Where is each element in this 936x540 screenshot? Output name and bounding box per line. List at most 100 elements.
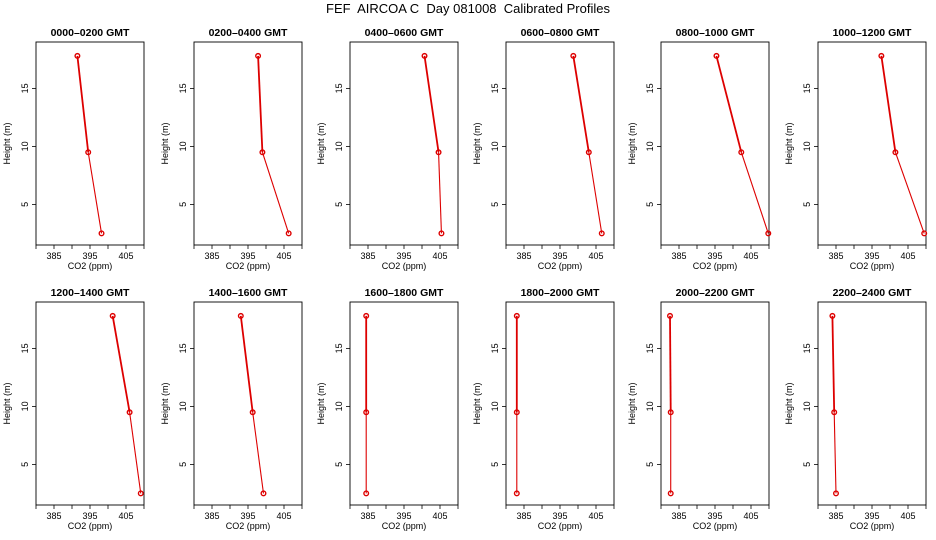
y-axis-label: Height (m) — [472, 122, 482, 164]
x-tick-label: 395 — [552, 511, 567, 521]
y-tick-label: 10 — [802, 401, 812, 411]
data-point — [126, 409, 133, 416]
data-point — [667, 490, 674, 497]
x-axis-label: CO2 (ppm) — [382, 521, 427, 531]
y-tick-label: 10 — [490, 141, 500, 151]
x-tick-label: 395 — [82, 511, 97, 521]
series-segment — [572, 55, 590, 153]
y-tick-label: 15 — [490, 343, 500, 353]
y-tick-label: 10 — [334, 401, 344, 411]
y-axis-label: Height (m) — [627, 122, 637, 164]
data-point — [833, 490, 840, 497]
y-tick-label: 10 — [645, 141, 655, 151]
series-segment — [669, 315, 672, 413]
y-tick-label: 15 — [334, 83, 344, 93]
panel-title: 0200–0400 GMT — [209, 27, 288, 39]
panel-3: 0400–0600 GMT 385 395 405 5 10 15 CO2 (ppm) Heig… — [316, 27, 459, 271]
panel-7: 1200–1400 GMT 385 395 405 5 10 15 CO2 (ppm) Heig… — [2, 287, 145, 531]
plot-frame — [505, 301, 615, 506]
panel-8: 1400–1600 GMT 385 395 405 5 10 15 CO2 (ppm) Heig… — [160, 287, 303, 531]
panel-title: 1600–1800 GMT — [365, 287, 444, 299]
series-segment — [261, 152, 290, 234]
data-point — [831, 409, 838, 416]
x-axis-label: CO2 (ppm) — [538, 521, 583, 531]
x-tick-label: 395 — [240, 251, 255, 261]
x-tick-label: 385 — [204, 251, 219, 261]
series-segment — [715, 55, 743, 153]
series-segment — [423, 55, 440, 153]
x-tick-label: 385 — [360, 251, 375, 261]
data-point — [667, 312, 674, 319]
x-tick-label: 405 — [432, 511, 447, 521]
data-point — [421, 52, 428, 59]
x-tick-label: 385 — [671, 511, 686, 521]
x-tick-label: 405 — [900, 511, 915, 521]
y-tick-label: 15 — [20, 83, 30, 93]
data-point — [255, 52, 262, 59]
series-segment — [111, 315, 131, 413]
x-tick-label: 395 — [707, 251, 722, 261]
y-tick-label: 15 — [645, 343, 655, 353]
x-tick-label: 395 — [707, 511, 722, 521]
data-point — [285, 230, 292, 237]
x-tick-label: 385 — [828, 251, 843, 261]
series-segment — [87, 152, 103, 234]
y-axis-label: Height (m) — [627, 382, 637, 424]
data-point — [892, 149, 899, 156]
data-point — [363, 490, 370, 497]
plot-frame — [193, 301, 303, 506]
data-point — [829, 312, 836, 319]
y-tick-label: 10 — [178, 141, 188, 151]
data-point — [513, 409, 520, 416]
series-segment — [894, 152, 925, 234]
x-tick-label: 395 — [864, 251, 879, 261]
data-point — [98, 230, 105, 237]
panel-title: 0000–0200 GMT — [51, 27, 130, 39]
plot-frame — [505, 41, 615, 246]
x-tick-label: 385 — [516, 251, 531, 261]
data-point — [438, 230, 445, 237]
y-tick-label: 10 — [178, 401, 188, 411]
plot-frame — [35, 41, 145, 246]
x-tick-label: 385 — [46, 511, 61, 521]
x-axis-label: CO2 (ppm) — [226, 521, 271, 531]
panel-9: 1600–1800 GMT 385 395 405 5 10 15 CO2 (ppm) Heig… — [316, 287, 459, 531]
panel-10: 1800–2000 GMT 385 395 405 5 10 15 CO2 (ppm) Heig… — [472, 287, 615, 531]
data-point — [738, 149, 745, 156]
data-point — [435, 149, 442, 156]
x-tick-label: 385 — [516, 511, 531, 521]
x-tick-label: 405 — [118, 251, 133, 261]
series-segment — [588, 152, 603, 234]
x-axis-label: CO2 (ppm) — [693, 261, 738, 271]
y-tick-label: 5 — [645, 202, 655, 207]
y-axis-label: Height (m) — [784, 122, 794, 164]
data-point — [237, 312, 244, 319]
y-tick-label: 15 — [178, 83, 188, 93]
data-point — [570, 52, 577, 59]
x-axis-label: CO2 (ppm) — [538, 261, 583, 271]
x-tick-label: 405 — [118, 511, 133, 521]
panel-5: 0800–1000 GMT 385 395 405 5 10 15 CO2 (ppm) Heig… — [627, 27, 772, 271]
x-tick-label: 385 — [204, 511, 219, 521]
y-tick-label: 10 — [20, 141, 30, 151]
panel-11: 2000–2200 GMT 385 395 405 5 10 15 CO2 (ppm) Heig… — [627, 287, 770, 531]
y-tick-label: 5 — [20, 462, 30, 467]
y-tick-label: 5 — [178, 202, 188, 207]
panel-4: 0600–0800 GMT 385 395 405 5 10 15 CO2 (ppm) Heig… — [472, 27, 615, 271]
series-segment — [76, 55, 90, 153]
data-point — [513, 312, 520, 319]
series-segment — [438, 152, 442, 234]
y-tick-label: 15 — [802, 343, 812, 353]
y-tick-label: 5 — [802, 462, 812, 467]
data-point — [74, 52, 81, 59]
data-point — [598, 230, 605, 237]
y-tick-label: 5 — [178, 462, 188, 467]
x-axis-label: CO2 (ppm) — [693, 521, 738, 531]
panel-title: 2200–2400 GMT — [833, 287, 912, 299]
y-tick-label: 15 — [20, 343, 30, 353]
panel-title: 1200–1400 GMT — [51, 287, 130, 299]
x-tick-label: 405 — [743, 251, 758, 261]
y-axis-label: Height (m) — [2, 382, 12, 424]
series-segment — [239, 315, 254, 413]
